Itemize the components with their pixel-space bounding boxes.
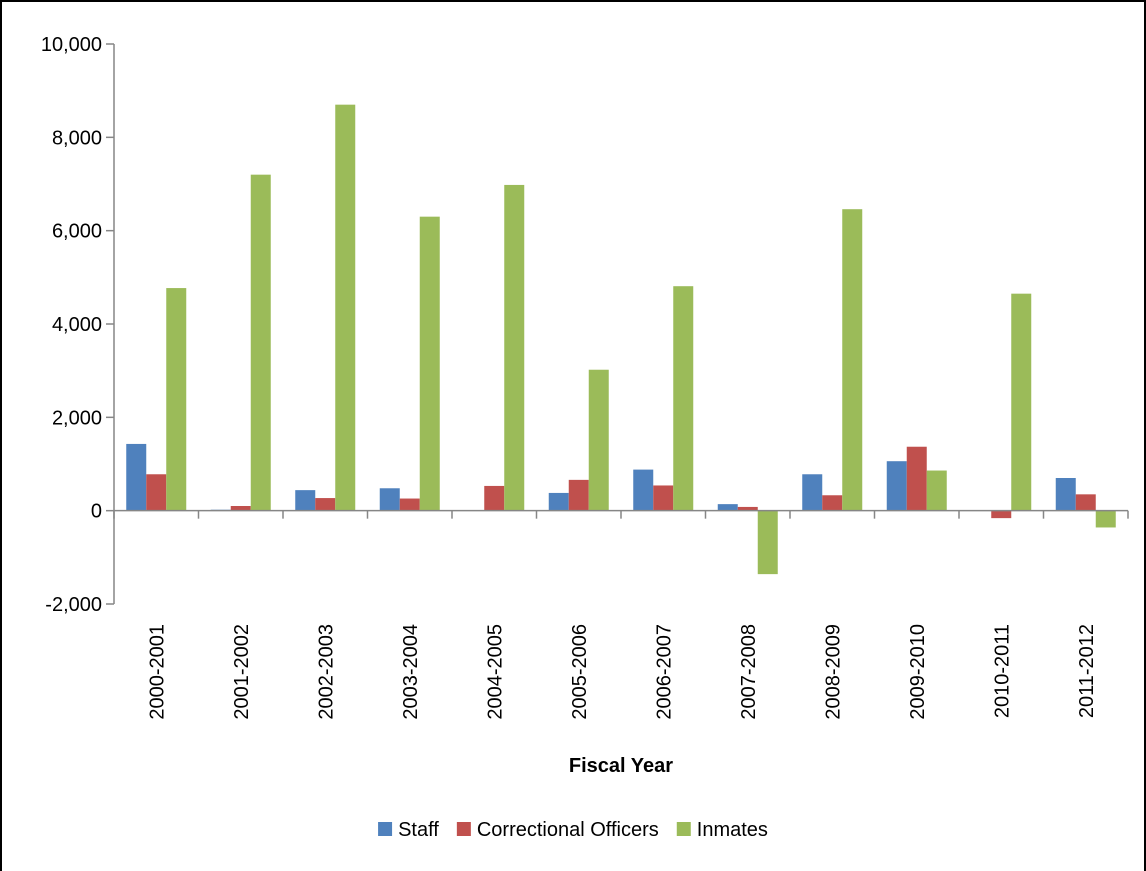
x-tick-label: 2003-2004 (400, 624, 422, 720)
bar-inmates (335, 104, 356, 511)
x-tick-label: 2006-2007 (653, 624, 675, 720)
legend: Staff Correctional Officers Inmates (378, 819, 768, 841)
bar-inmates (250, 174, 271, 511)
bar-inmates (673, 286, 694, 511)
bar-staff (633, 469, 654, 511)
bar-staff (295, 490, 316, 511)
y-tick-label: 0 (91, 501, 102, 523)
y-tick-label: 6,000 (52, 221, 102, 243)
bars-layer (126, 104, 1116, 575)
bar-correctional-officers (822, 495, 843, 511)
y-tick-label: 4,000 (52, 314, 102, 336)
bar-staff (379, 488, 400, 511)
bar-staff (717, 504, 738, 511)
bar-inmates (842, 209, 863, 511)
bar-inmates (504, 184, 525, 511)
bar-inmates (588, 369, 609, 511)
bar-inmates (1095, 510, 1116, 528)
bar-inmates (757, 510, 778, 575)
bar-correctional-officers (653, 485, 674, 511)
bar-correctional-officers (991, 510, 1012, 519)
bar-correctional-officers (146, 474, 167, 511)
bar-inmates (1011, 293, 1032, 511)
x-tick-label: 2010-2011 (991, 624, 1013, 718)
legend-swatch (378, 822, 393, 836)
bar-inmates (166, 288, 187, 511)
x-tick-label: 2007-2008 (738, 624, 760, 720)
bar-staff (886, 461, 907, 511)
bar-correctional-officers (737, 506, 758, 511)
x-tick-label: 2001-2002 (231, 624, 253, 720)
x-axis-title: Fiscal Year (569, 755, 673, 777)
x-tick-label: 2009-2010 (907, 624, 929, 720)
x-tick-label: 2000-2001 (146, 624, 168, 720)
y-tick-label: 8,000 (52, 127, 102, 149)
x-tick-label: 2002-2003 (315, 624, 337, 720)
bar-staff (1055, 478, 1076, 511)
legend-swatch (456, 822, 471, 836)
bar-correctional-officers (1075, 494, 1096, 511)
y-tick-label: -2,000 (45, 594, 102, 616)
y-tick-label: 2,000 (52, 407, 102, 429)
bar-correctional-officers (399, 498, 420, 511)
x-tick-label: 2008-2009 (822, 624, 844, 720)
y-tick-label: 10,000 (41, 34, 102, 56)
bar-correctional-officers (230, 506, 251, 511)
bar-inmates (419, 216, 440, 511)
bar-inmates (926, 470, 947, 511)
x-axis-ticks: 2000-2001 2001-2002 2002-2003 2003-2004 2004… (113, 510, 1129, 720)
bar-correctional-officers (568, 479, 589, 511)
bar-correctional-officers (484, 485, 505, 511)
x-tick-label: 2004-2005 (484, 624, 506, 720)
bar-staff (802, 474, 823, 511)
bar-staff (126, 443, 147, 511)
y-axis-ticks: -2,000 0 2,000 4,000 6,000 8,000 10,000 (41, 34, 114, 616)
legend-label: Staff (398, 819, 439, 841)
bar-staff (548, 492, 569, 511)
bar-correctional-officers (315, 498, 336, 511)
legend-label: Correctional Officers (477, 819, 659, 841)
bar-correctional-officers (906, 446, 927, 511)
legend-label: Inmates (697, 819, 768, 841)
x-tick-label: 2011-2012 (1076, 624, 1098, 718)
x-tick-label: 2005-2006 (569, 624, 591, 720)
legend-swatch (676, 822, 691, 836)
